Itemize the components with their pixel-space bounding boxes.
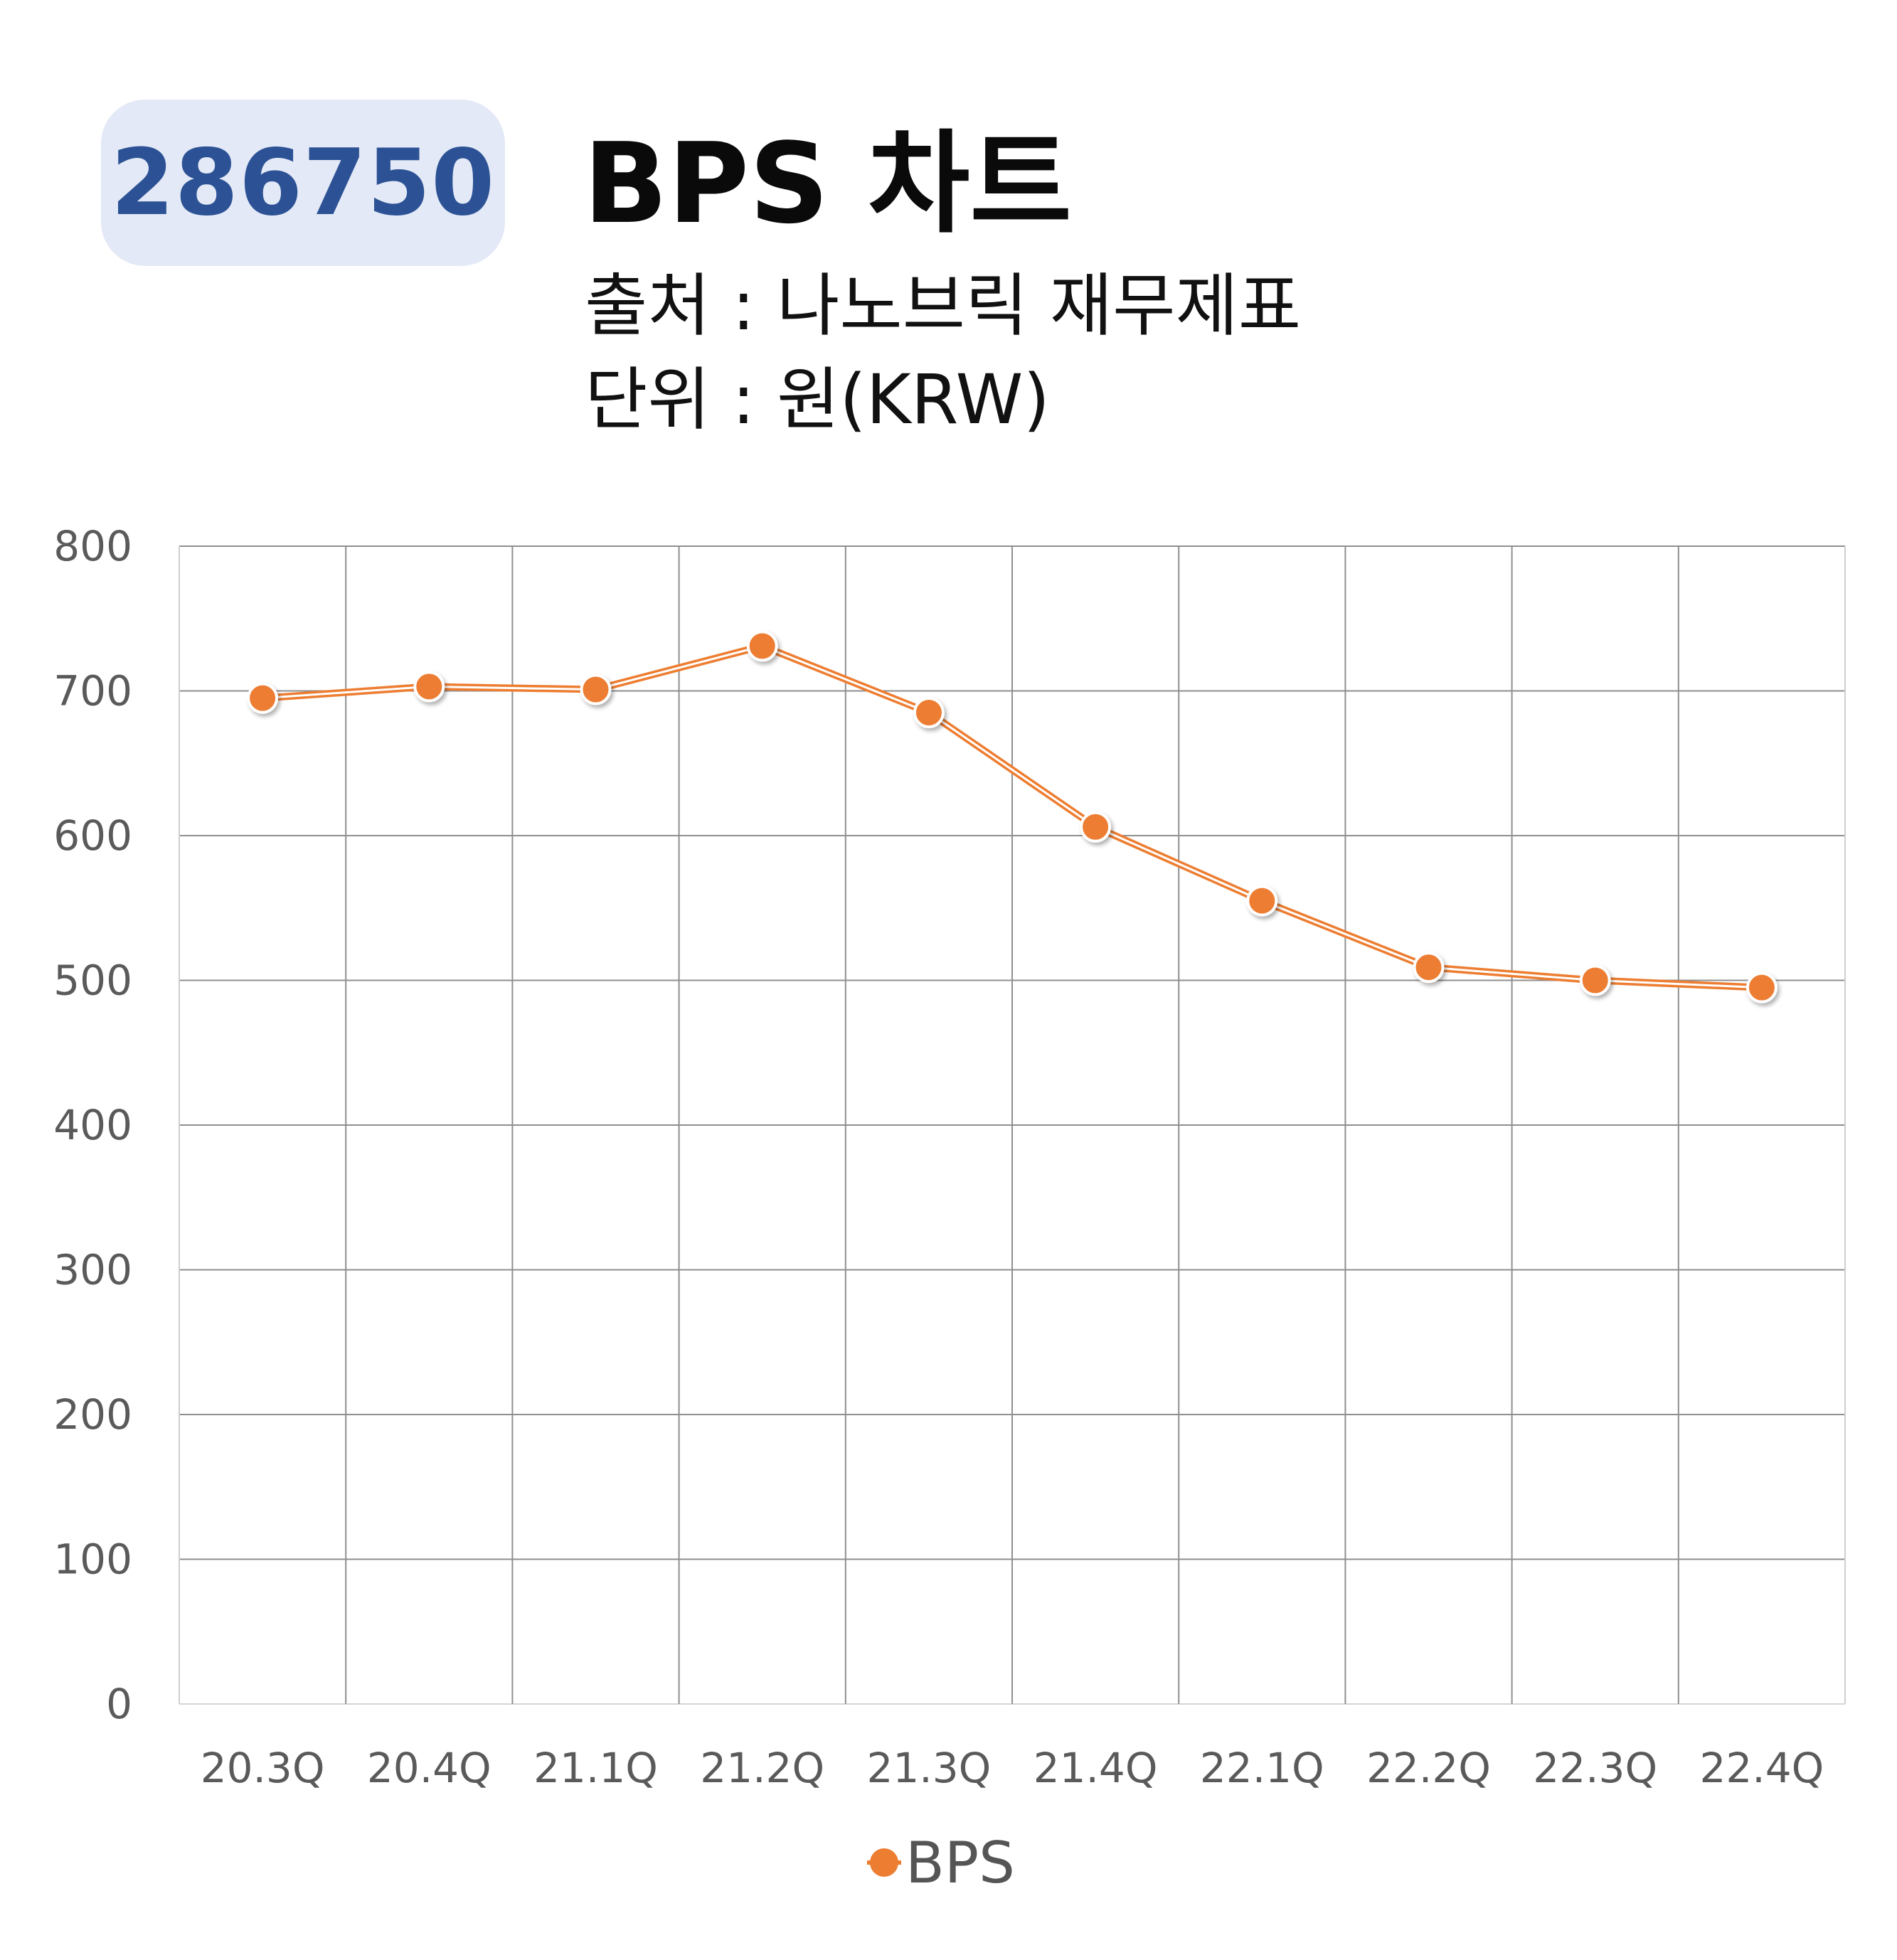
data-point	[580, 673, 612, 705]
data-point	[1246, 885, 1278, 917]
data-point	[1579, 964, 1611, 996]
data-point	[413, 671, 445, 703]
series-bps	[247, 630, 1778, 1003]
unit-note: 단위 : 원(KRW)	[585, 360, 1050, 440]
data-point	[1745, 971, 1778, 1003]
y-tick-label: 0	[106, 1680, 132, 1728]
legend: BPS	[867, 1830, 1015, 1896]
series-line-inner	[261, 644, 1763, 989]
x-tick-label: 21.3Q	[867, 1744, 992, 1792]
x-tick-label: 20.3Q	[201, 1744, 325, 1792]
x-tick-label: 21.1Q	[533, 1744, 658, 1792]
data-point	[1413, 952, 1445, 984]
x-tick-label: 22.1Q	[1200, 1744, 1324, 1792]
x-tick-label: 20.4Q	[367, 1744, 491, 1792]
y-tick-label: 500	[53, 957, 132, 1005]
y-tick-label: 400	[53, 1101, 132, 1149]
data-point	[1080, 811, 1112, 843]
data-point	[746, 630, 778, 662]
chart-title: BPS 차트	[583, 119, 1072, 248]
legend-label: BPS	[905, 1830, 1015, 1896]
x-tick-label: 21.2Q	[700, 1744, 824, 1792]
y-axis-ticks: 0 100 200 300 400 500 600 700 800	[53, 522, 132, 1728]
y-tick-label: 700	[53, 667, 132, 715]
y-tick-label: 200	[53, 1390, 132, 1439]
x-tick-label: 22.2Q	[1366, 1744, 1491, 1792]
x-tick-label: 22.4Q	[1700, 1744, 1824, 1792]
chart-grid	[179, 545, 1846, 1705]
data-point	[913, 697, 945, 729]
data-point	[247, 682, 279, 714]
x-tick-label: 21.4Q	[1033, 1744, 1158, 1792]
legend-swatch-dot	[870, 1848, 898, 1877]
y-tick-label: 600	[53, 811, 132, 860]
y-tick-label: 800	[53, 522, 132, 570]
stock-code-badge: 286750	[101, 100, 505, 266]
x-axis-ticks: 20.3Q 20.4Q 21.1Q 21.2Q 21.3Q 21.4Q 22.1Q 22.2Q…	[201, 1744, 1824, 1792]
x-tick-label: 22.3Q	[1533, 1744, 1657, 1792]
source-note: 출처 : 나노브릭 재무제표	[585, 266, 1302, 346]
y-tick-label: 100	[53, 1535, 132, 1584]
y-tick-label: 300	[53, 1246, 132, 1294]
